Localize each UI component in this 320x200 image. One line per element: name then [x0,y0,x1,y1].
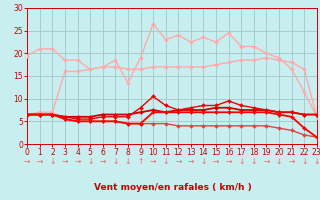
Text: ↓: ↓ [301,157,308,166]
Text: →: → [288,157,295,166]
Text: ↓: ↓ [251,157,257,166]
Text: →: → [188,157,194,166]
Text: ↓: ↓ [125,157,131,166]
Text: Vent moyen/en rafales ( km/h ): Vent moyen/en rafales ( km/h ) [94,183,252,192]
Text: ↓: ↓ [49,157,56,166]
Text: →: → [150,157,156,166]
Text: →: → [213,157,219,166]
Text: ↓: ↓ [276,157,282,166]
Text: ↓: ↓ [87,157,93,166]
Text: →: → [100,157,106,166]
Text: →: → [226,157,232,166]
Text: →: → [263,157,270,166]
Text: →: → [24,157,30,166]
Text: ↓: ↓ [238,157,244,166]
Text: →: → [175,157,181,166]
Text: ↓: ↓ [200,157,207,166]
Text: →: → [74,157,81,166]
Text: ↑: ↑ [137,157,144,166]
Text: →: → [62,157,68,166]
Text: ↓: ↓ [112,157,118,166]
Text: ↓: ↓ [163,157,169,166]
Text: →: → [36,157,43,166]
Text: ↓: ↓ [314,157,320,166]
